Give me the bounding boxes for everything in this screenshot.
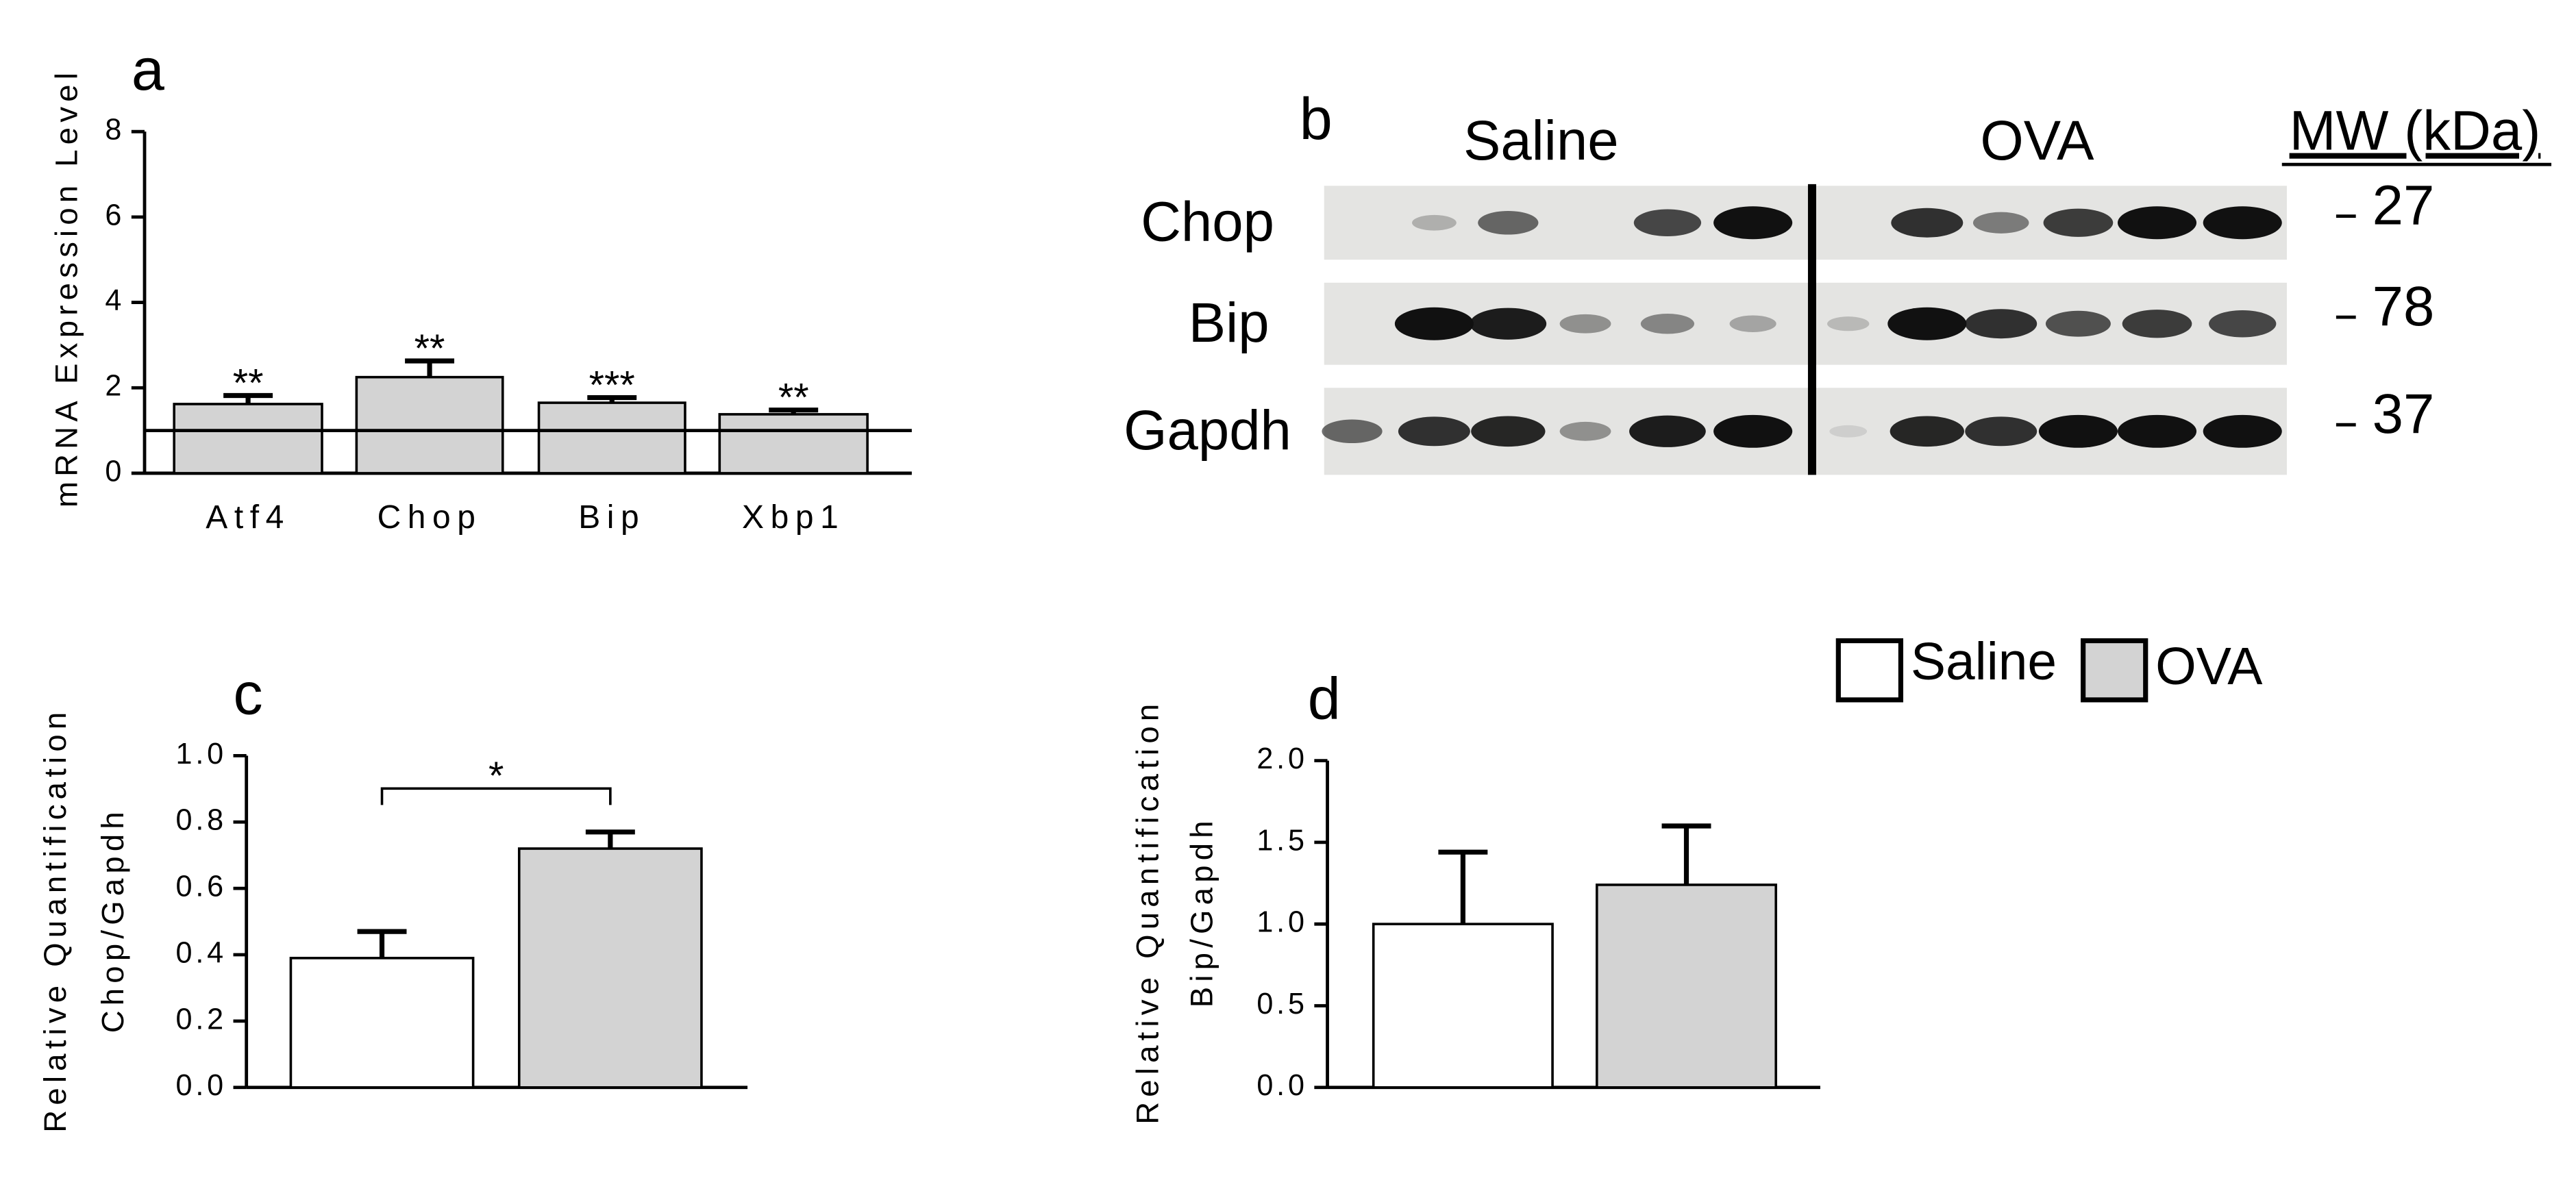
- bar: [173, 403, 323, 475]
- band: [2122, 310, 2192, 338]
- legend-label: OVA: [2155, 638, 2263, 696]
- row-label: Gapdh: [1124, 399, 1291, 462]
- bar: [718, 413, 869, 475]
- x-tick-label: Xbp1: [742, 499, 845, 536]
- band: [1972, 212, 2029, 234]
- bar: [1596, 884, 1777, 1089]
- x-tick-label: Chop: [377, 499, 482, 536]
- y-tick-label: 4: [105, 284, 125, 317]
- row-label: Bip: [1189, 292, 1270, 354]
- band: [1322, 419, 1383, 444]
- y-tick-label: 1.5: [1256, 824, 1307, 857]
- band: [2203, 414, 2282, 448]
- y-tick-label: 2: [105, 370, 125, 403]
- legend-swatch: [1835, 638, 1904, 703]
- bar: [1372, 923, 1554, 1089]
- band: [2203, 206, 2282, 240]
- significance: *: [488, 754, 504, 798]
- y-tick-label: 0.8: [176, 804, 227, 837]
- band: [2209, 310, 2277, 338]
- band: [1470, 308, 1547, 340]
- panel-letter: a: [132, 37, 164, 103]
- band: [2117, 206, 2197, 240]
- y-axis-label: Relative Quantification: [1130, 699, 1165, 1125]
- band: [1412, 214, 1457, 231]
- band: [1829, 425, 1868, 438]
- band: [1713, 414, 1793, 448]
- band: [1629, 415, 1706, 447]
- mw-label: 37: [2373, 383, 2435, 445]
- bar: [537, 401, 686, 475]
- band: [1471, 416, 1546, 447]
- panel-letter: c: [234, 661, 263, 727]
- band: [1394, 307, 1474, 340]
- y-tick-label: 1.0: [1256, 906, 1307, 939]
- y-tick-label: 0.0: [176, 1069, 227, 1102]
- bar: [355, 375, 504, 475]
- group-label: OVA: [1980, 110, 2094, 172]
- y-tick-label: 0.5: [1256, 988, 1307, 1020]
- panel-letter: b: [1300, 86, 1333, 152]
- y-tick-label: 0.0: [1256, 1069, 1307, 1102]
- panel-letter: d: [1308, 666, 1341, 731]
- significance: **: [778, 375, 809, 419]
- significance: ***: [589, 363, 635, 407]
- band: [2117, 414, 2197, 448]
- band: [1965, 416, 2038, 447]
- y-tick-label: 1.0: [176, 738, 227, 770]
- bar: [517, 847, 703, 1089]
- mw-title: MW (kDa): [2290, 99, 2541, 162]
- y-axis-label: Relative Quantification: [38, 707, 73, 1133]
- legend-swatch: [2081, 638, 2148, 703]
- band: [2045, 310, 2111, 337]
- y-tick-label: 0.6: [176, 870, 227, 903]
- x-tick-label: Atf4: [206, 499, 290, 536]
- band: [2043, 208, 2114, 237]
- band: [1633, 209, 1702, 237]
- band: [1559, 314, 1611, 334]
- band: [1890, 416, 1964, 447]
- band: [1713, 206, 1793, 240]
- significance-bracket: [380, 787, 612, 805]
- band: [1478, 210, 1539, 235]
- band: [1398, 416, 1470, 447]
- significance: **: [414, 327, 445, 371]
- band: [1827, 316, 1870, 331]
- band: [1729, 315, 1776, 332]
- bar: [289, 957, 475, 1089]
- mw-label: 78: [2373, 275, 2435, 338]
- band: [1640, 313, 1695, 334]
- y-axis-label: Bip/Gapdh: [1185, 816, 1219, 1007]
- y-tick-label: 8: [105, 114, 125, 147]
- y-tick-label: 0.4: [176, 936, 227, 969]
- band: [1887, 307, 1967, 340]
- y-axis-label: mRNA Expression Level: [49, 68, 84, 507]
- mw-label: 27: [2373, 175, 2435, 237]
- y-tick-label: 0: [105, 455, 125, 488]
- y-tick-label: 6: [105, 199, 125, 231]
- band: [1891, 208, 1964, 238]
- row-label: Chop: [1141, 191, 1274, 253]
- band: [1965, 309, 2038, 339]
- band: [1559, 421, 1611, 441]
- x-tick-label: Bip: [578, 499, 645, 536]
- legend-label: Saline: [1911, 633, 2057, 691]
- band: [2038, 414, 2118, 448]
- y-tick-label: 2.0: [1256, 742, 1307, 775]
- y-tick-label: 0.2: [176, 1003, 227, 1036]
- group-label: Saline: [1463, 110, 1619, 172]
- y-axis-label: Chop/Gapdh: [95, 807, 130, 1033]
- significance: **: [233, 361, 264, 405]
